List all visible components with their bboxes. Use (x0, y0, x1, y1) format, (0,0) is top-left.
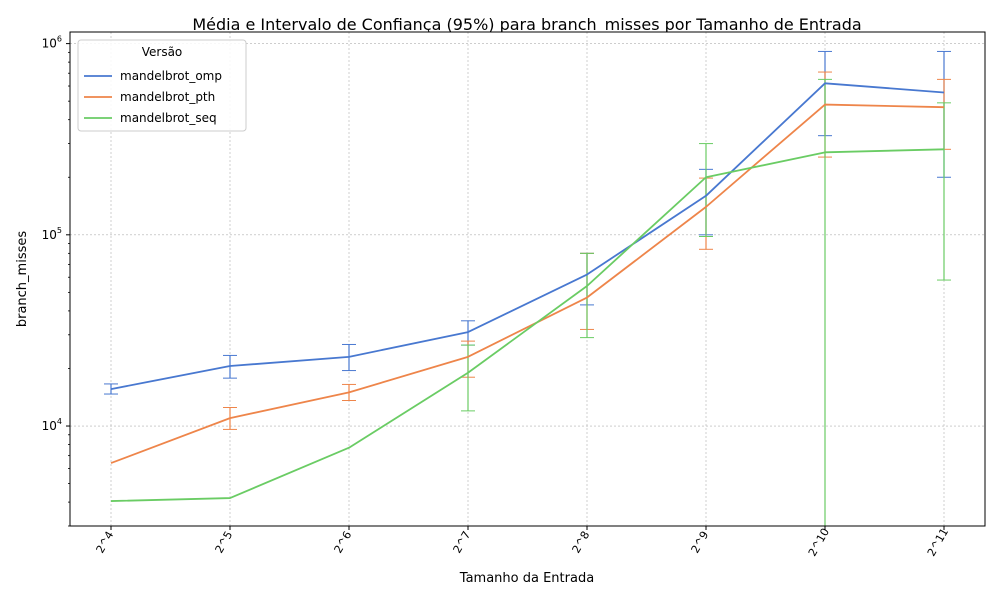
series-layer (104, 50, 951, 526)
x-tick-label: 2^5 (213, 529, 236, 556)
y-axis-label: branch_misses (15, 231, 30, 328)
x-axis-label: Tamanho da Entrada (459, 571, 594, 586)
legend-box (77, 39, 247, 132)
legend-label: mandelbrot_pth (120, 90, 215, 104)
series-line-mandelbrot_seq (110, 148, 945, 502)
plot-frame (69, 31, 986, 527)
x-tick-label: 2^4 (94, 529, 117, 556)
y-tick-label: 104 (42, 417, 62, 433)
x-tick-label: 2^7 (451, 529, 474, 556)
x-tick-label: 2^6 (332, 529, 355, 556)
x-axis-ticks: 2^4 2^5 2^6 2^7 2^8 2^9 2^10 2^11 (94, 526, 952, 559)
series-line-mandelbrot_omp (110, 82, 945, 390)
legend-label: mandelbrot_seq (120, 111, 217, 125)
legend-label: mandelbrot_omp (120, 69, 222, 83)
x-tick-label: 2^8 (570, 529, 593, 556)
y-axis-ticks: 104 105 106 (42, 35, 70, 527)
legend-title: Versão (142, 45, 183, 59)
x-tick-label: 2^9 (689, 529, 712, 556)
x-tick-label: 2^10 (806, 526, 832, 559)
x-tick-label: 2^11 (925, 526, 951, 559)
y-tick-label: 105 (42, 226, 62, 242)
chart-title: Média e Intervalo de Confiança (95%) par… (192, 15, 861, 35)
series-line-mandelbrot_pth (110, 103, 945, 464)
series-mandelbrot_seq (461, 78, 951, 526)
legend: Versão mandelbrot_omp mandelbrot_pthmandel… (77, 39, 247, 132)
y-tick-label: 106 (42, 35, 62, 51)
